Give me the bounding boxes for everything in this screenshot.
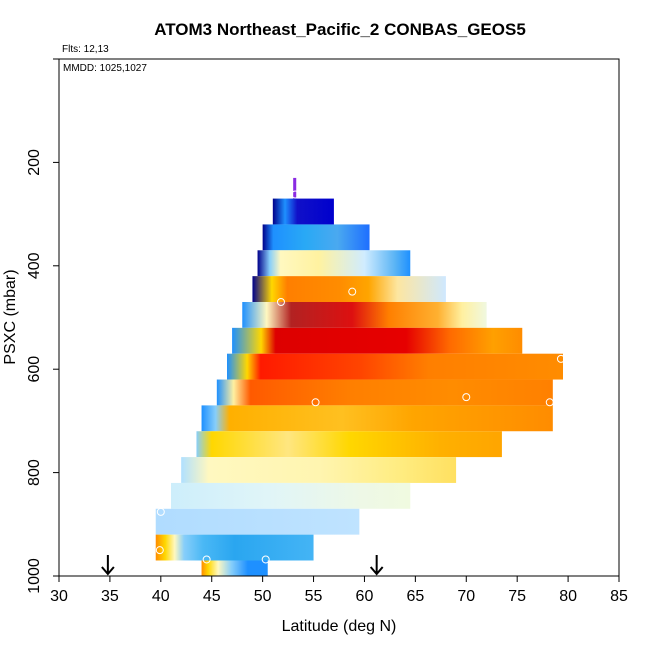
- heatmap-layer: [262, 224, 370, 251]
- heatmap-layer: [201, 405, 553, 432]
- sample-marker: [155, 546, 164, 555]
- heatmap-layer: [155, 534, 314, 561]
- chart-title: ATOM3 Northeast_Pacific_2 CONBAS_GEOS5: [154, 20, 526, 39]
- heatmap-layer: [196, 431, 502, 458]
- sample-marker: [276, 297, 285, 306]
- heatmap-layer: [242, 301, 487, 328]
- y-tick-label: 200: [26, 149, 43, 176]
- heatmap-layer: [181, 457, 457, 483]
- sample-marker: [156, 507, 165, 516]
- sample-markers: [155, 190, 565, 564]
- heatmap-layer: [155, 508, 360, 535]
- sample-marker: [556, 354, 565, 363]
- x-tick-label: 85: [610, 588, 628, 605]
- x-tick-label: 60: [356, 588, 374, 605]
- heatmap-layer: [216, 379, 553, 406]
- arrow-marker: [101, 555, 115, 576]
- heatmap-layer: [293, 177, 297, 199]
- y-tick-label: 400: [26, 252, 43, 279]
- x-tick-label: 65: [406, 588, 424, 605]
- sample-marker: [462, 393, 471, 402]
- sample-marker: [261, 555, 270, 564]
- heatmap-layer: [272, 198, 334, 225]
- heatmap-layer: [227, 353, 563, 380]
- sample-marker: [202, 555, 211, 564]
- x-tick-label: 35: [101, 588, 119, 605]
- x-tick-label: 50: [254, 588, 272, 605]
- arrow-markers: [101, 555, 384, 576]
- x-axis: 30 35 40 45 50 55 60 65 70 75 80 85: [50, 575, 628, 605]
- x-tick-label: 30: [50, 588, 68, 605]
- y-axis: 200 400 600 800 1000: [26, 58, 60, 594]
- arrow-marker: [369, 555, 384, 576]
- sample-marker: [291, 190, 300, 199]
- x-axis-label: Latitude (deg N): [282, 618, 397, 635]
- mmdd-label: MMDD: 1025,1027: [63, 63, 147, 74]
- sample-marker: [545, 398, 554, 407]
- heatmap-layer: [201, 560, 268, 576]
- sample-marker: [311, 398, 320, 407]
- y-axis-label: PSXC (mbar): [2, 269, 19, 364]
- heatmap-layers: [155, 177, 563, 576]
- heatmap-layer: [171, 482, 411, 509]
- flights-label: Flts: 12,13: [62, 44, 109, 55]
- y-tick-label: 600: [26, 356, 43, 383]
- y-tick-label: 800: [26, 459, 43, 486]
- heatmap-layer: [257, 250, 411, 277]
- heatmap-layer: [252, 276, 446, 302]
- heatmap-layer: [232, 327, 523, 354]
- y-tick-label: 1000: [26, 558, 43, 594]
- x-tick-label: 70: [457, 588, 475, 605]
- x-tick-label: 75: [508, 588, 526, 605]
- x-tick-label: 40: [152, 588, 170, 605]
- x-tick-label: 45: [203, 588, 221, 605]
- x-tick-label: 80: [559, 588, 577, 605]
- sample-marker: [348, 287, 357, 296]
- x-tick-label: 55: [305, 588, 323, 605]
